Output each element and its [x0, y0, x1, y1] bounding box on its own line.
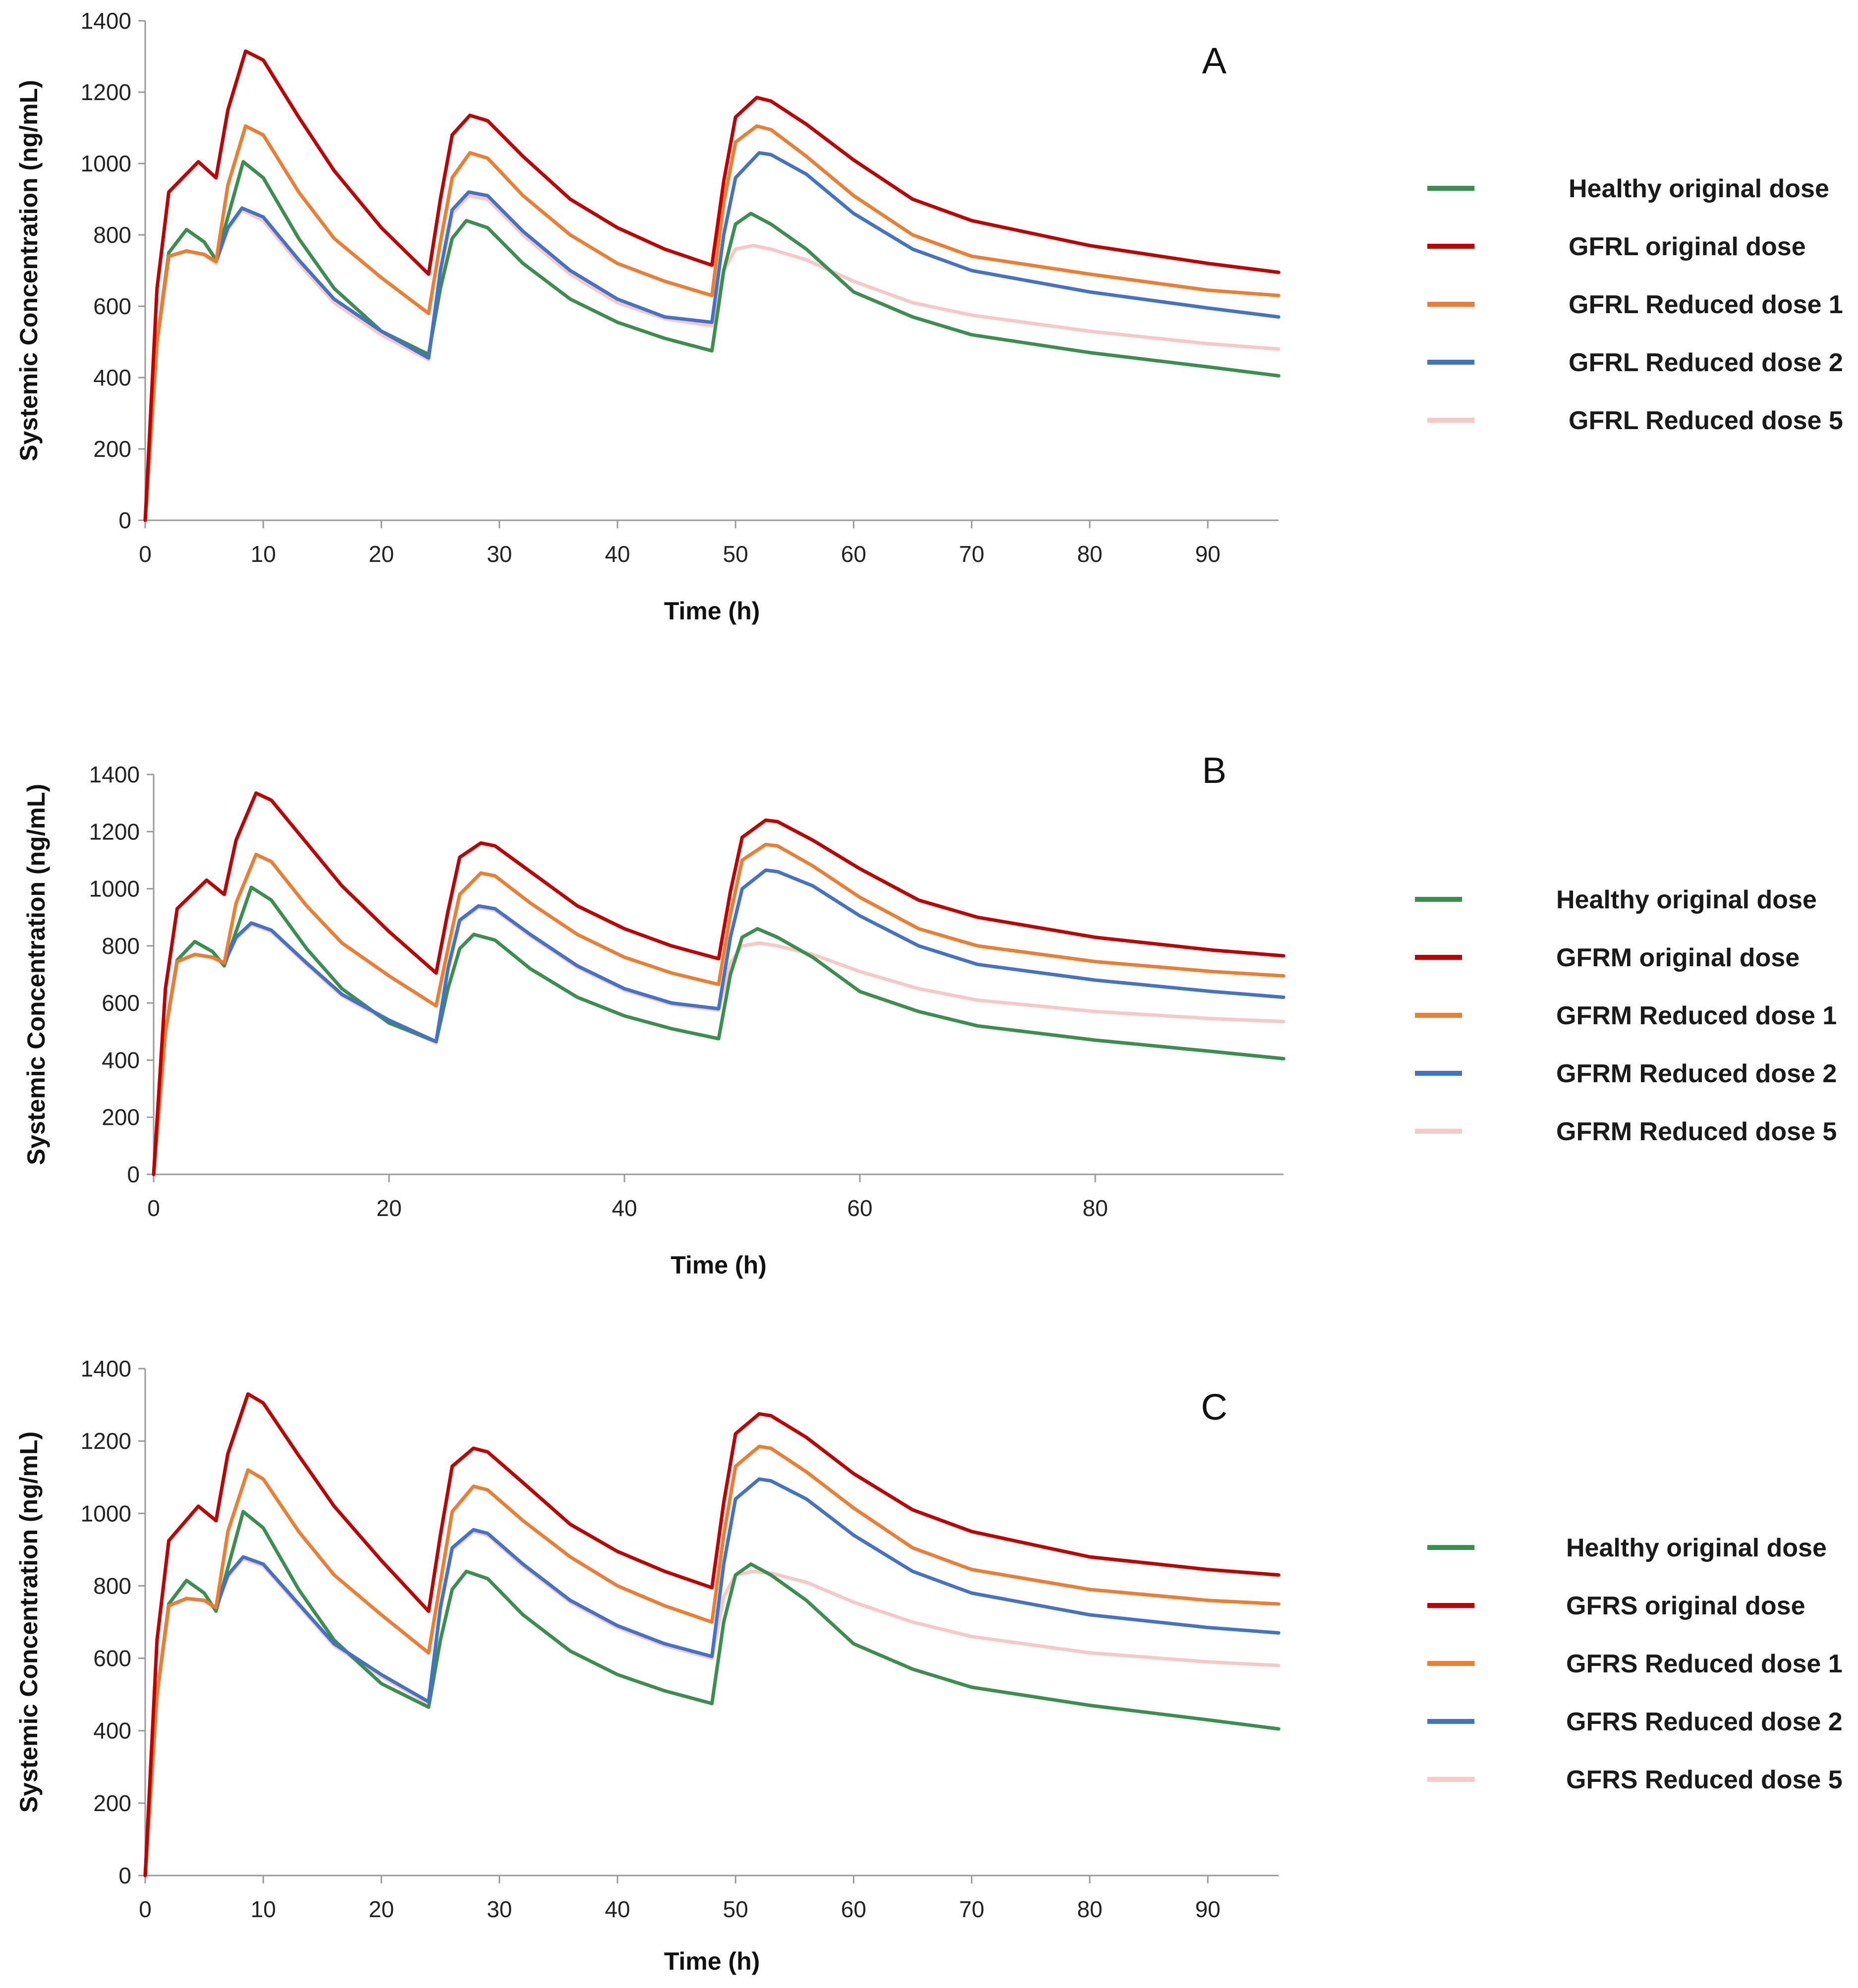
x-tick-label: 60: [847, 1195, 872, 1221]
x-tick-label: 60: [841, 541, 866, 567]
y-tick-label: 1000: [89, 876, 140, 902]
series-line-healthy: [152, 885, 1286, 1176]
x-tick-label: 30: [487, 1896, 512, 1922]
y-tick-label: 0: [127, 1161, 140, 1187]
y-tick-label: 200: [102, 1104, 140, 1130]
y-axis-title: Systemic Concentration (ng/mL): [15, 1432, 43, 1813]
x-tick-label: 90: [1195, 1896, 1220, 1922]
y-tick-label: 200: [93, 1790, 131, 1816]
x-tick-label: 40: [605, 541, 630, 567]
series-line-reduced2: [143, 1477, 1281, 1878]
x-tick-label: 50: [723, 541, 748, 567]
series-line-reduced2: [143, 151, 1281, 522]
y-tick-label: 1400: [89, 762, 140, 787]
panel-letter: C: [1201, 1386, 1227, 1428]
series-line-reduced2: [152, 868, 1286, 1176]
legend-label: GFRL Reduced dose 1: [1569, 290, 1843, 319]
legend-label: Healthy original dose: [1556, 885, 1817, 914]
y-tick-label: 600: [102, 990, 140, 1016]
panel-letter: A: [1202, 40, 1227, 81]
legend-label: GFRS Reduced dose 2: [1566, 1708, 1843, 1736]
y-tick-label: 1000: [81, 1500, 131, 1526]
y-tick-label: 800: [102, 933, 140, 959]
y-tick-label: 800: [93, 222, 131, 248]
y-tick-label: 800: [93, 1573, 131, 1599]
legend-label: GFRM Reduced dose 1: [1556, 1001, 1837, 1030]
legend-label: GFRS Reduced dose 5: [1566, 1766, 1843, 1794]
legend-label: GFRM Reduced dose 5: [1556, 1117, 1837, 1146]
legend-label: GFRL Reduced dose 5: [1569, 406, 1843, 435]
x-axis-title: Time (h): [664, 1947, 760, 1975]
x-tick-label: 10: [251, 541, 276, 567]
x-tick-label: 80: [1077, 541, 1102, 567]
panel-letter: B: [1202, 750, 1226, 791]
legend-label: GFRL original dose: [1569, 232, 1806, 261]
x-tick-label: 10: [251, 1896, 276, 1922]
x-tick-label: 0: [147, 1195, 160, 1221]
series-line-reduced1: [143, 124, 1281, 522]
x-tick-label: 20: [369, 541, 394, 567]
y-tick-label: 1200: [81, 1428, 131, 1454]
y-tick-label: 0: [118, 507, 131, 533]
y-tick-label: 1200: [89, 819, 140, 844]
legend: Healthy original dose GFRM original dose G…: [1415, 885, 1837, 1146]
y-tick-label: 600: [93, 293, 131, 319]
x-tick-label: 50: [723, 1896, 748, 1922]
chart-panel-b: 0 200 400 600 800 1000 1200 1400 0 20 40 60 80 Time (…: [22, 750, 1837, 1279]
legend-label: Healthy original dose: [1566, 1534, 1827, 1562]
series-line-reduced5: [143, 194, 1281, 522]
series-line-original: [143, 1392, 1281, 1878]
x-tick-label: 0: [139, 1896, 152, 1922]
legend-label: GFRM original dose: [1556, 943, 1800, 972]
x-axis-title: Time (h): [671, 1251, 767, 1279]
legend-label: GFRM Reduced dose 2: [1556, 1059, 1837, 1088]
chart-panel-a: 0 200 400 600 800 1000 1200 1400 0 10 20 30 40 50 60 70…: [15, 8, 1843, 625]
series-line-original: [152, 791, 1286, 1176]
x-tick-label: 90: [1195, 541, 1220, 567]
series-line-original: [143, 49, 1281, 522]
x-tick-label: 40: [612, 1195, 637, 1221]
chart-panel-c: 0 200 400 600 800 1000 1200 1400 0 10 20 30 40 50 60 70…: [15, 1356, 1843, 1975]
legend-label: Healthy original dose: [1569, 174, 1829, 203]
x-tick-label: 80: [1082, 1195, 1108, 1221]
y-tick-label: 600: [93, 1646, 131, 1671]
y-tick-label: 400: [93, 365, 131, 390]
x-tick-label: 40: [605, 1896, 630, 1922]
y-axis-title: Systemic Concentration (ng/mL): [22, 784, 50, 1165]
series-line-healthy: [143, 1510, 1281, 1878]
x-tick-label: 70: [959, 1896, 984, 1922]
x-tick-label: 80: [1077, 1896, 1102, 1922]
series-line-reduced1: [143, 1444, 1281, 1878]
x-tick-label: 60: [841, 1896, 866, 1922]
x-axis-title: Time (h): [664, 597, 760, 625]
legend-label: GFRS Reduced dose 1: [1566, 1650, 1843, 1678]
legend: Healthy original dose GFRS original dose G…: [1427, 1534, 1843, 1794]
y-tick-label: 0: [118, 1863, 131, 1888]
legend-label: GFRS original dose: [1566, 1592, 1805, 1620]
x-tick-label: 20: [376, 1195, 401, 1221]
x-tick-label: 0: [139, 541, 152, 567]
y-tick-label: 400: [93, 1718, 131, 1744]
legend-label: GFRL Reduced dose 2: [1569, 348, 1843, 377]
legend: Healthy original dose GFRL original dose G…: [1427, 174, 1843, 435]
y-axis-title: Systemic Concentration (ng/mL): [15, 80, 43, 461]
y-tick-label: 200: [93, 436, 131, 462]
y-tick-label: 400: [102, 1047, 140, 1073]
y-tick-label: 1400: [81, 8, 131, 34]
x-tick-label: 70: [959, 541, 984, 567]
y-tick-label: 1000: [81, 151, 131, 176]
y-tick-label: 1200: [81, 79, 131, 105]
series-line-reduced1: [152, 842, 1286, 1176]
x-tick-label: 20: [369, 1896, 394, 1922]
x-tick-label: 30: [487, 541, 512, 567]
y-tick-label: 1400: [81, 1356, 131, 1381]
